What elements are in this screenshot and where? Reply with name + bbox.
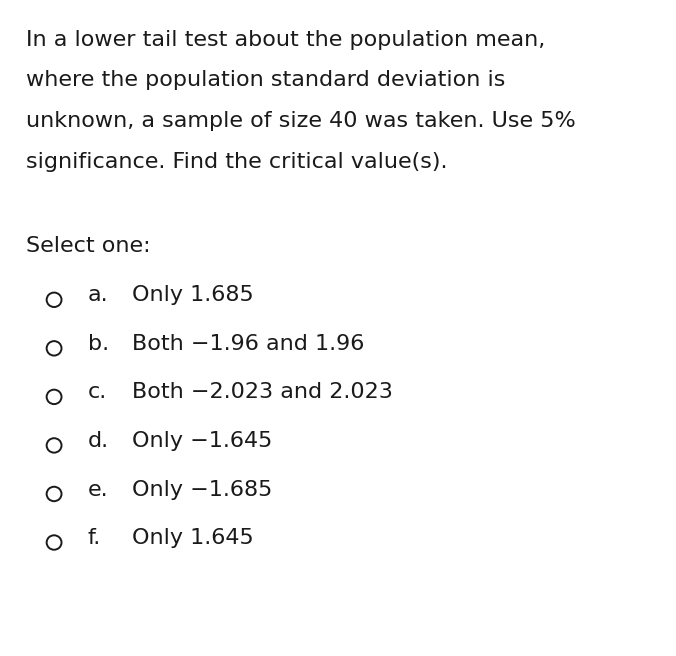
Text: unknown, a sample of size 40 was taken. Use 5%: unknown, a sample of size 40 was taken. … bbox=[26, 111, 575, 131]
Text: Only 1.645: Only 1.645 bbox=[132, 528, 254, 548]
Text: b.: b. bbox=[88, 334, 109, 354]
Text: e.: e. bbox=[88, 480, 109, 499]
Text: c.: c. bbox=[88, 382, 107, 402]
Text: f.: f. bbox=[88, 528, 101, 548]
Text: d.: d. bbox=[88, 431, 109, 451]
Text: a.: a. bbox=[88, 285, 109, 305]
Text: where the population standard deviation is: where the population standard deviation … bbox=[26, 70, 505, 90]
Text: Both −2.023 and 2.023: Both −2.023 and 2.023 bbox=[132, 382, 393, 402]
Text: Select one:: Select one: bbox=[26, 236, 150, 256]
Text: significance. Find the critical value(s).: significance. Find the critical value(s)… bbox=[26, 152, 448, 171]
Text: Only −1.685: Only −1.685 bbox=[132, 480, 272, 499]
Text: Both −1.96 and 1.96: Both −1.96 and 1.96 bbox=[132, 334, 364, 354]
Text: In a lower tail test about the population mean,: In a lower tail test about the populatio… bbox=[26, 30, 545, 49]
Text: Only 1.685: Only 1.685 bbox=[132, 285, 254, 305]
Text: Only −1.645: Only −1.645 bbox=[132, 431, 272, 451]
